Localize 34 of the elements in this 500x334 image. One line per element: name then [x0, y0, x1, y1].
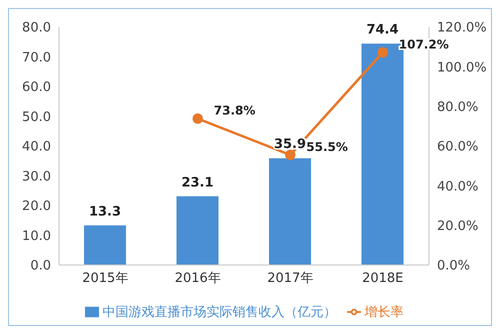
x-tick-label: 2016年 — [174, 271, 221, 286]
y2-tick-label: 100.0% — [437, 60, 487, 76]
data-label: 13.3 — [88, 204, 122, 220]
y2-tick-label: 60.0% — [437, 140, 478, 155]
y-tick-label: 0.0 — [30, 258, 51, 274]
data-label: 74.4 — [366, 22, 399, 38]
y2-tick-label: 0.0% — [437, 258, 470, 274]
y-tick-label: 60.0 — [22, 80, 51, 96]
y-tick-label: 30.0 — [22, 169, 51, 184]
y-tick-label: 40.0 — [22, 140, 51, 155]
y2-tick-label: 120.0% — [437, 20, 487, 36]
y-tick-label: 80.0 — [22, 20, 51, 36]
y2-tick-label: 20.0% — [437, 218, 478, 234]
y2-tick-label: 80.0% — [437, 100, 478, 115]
bar — [176, 196, 218, 265]
legend-label: 增长率 — [364, 305, 404, 320]
point — [192, 113, 203, 124]
bar — [84, 225, 126, 265]
legend-label: 中国游戏直播市场实际销售收入（亿元） — [102, 305, 336, 320]
point — [378, 47, 388, 58]
data-label: 23.1 — [181, 175, 214, 190]
data-label: 55.5% — [306, 140, 348, 154]
y2-tick-label: 40.0% — [437, 179, 478, 194]
point — [285, 150, 296, 160]
y-tick-label: 50.0 — [22, 110, 51, 125]
y-tick-label: 20.0 — [22, 199, 51, 214]
data-label: 73.8% — [214, 104, 256, 118]
y-tick-label: 10.0 — [22, 228, 51, 244]
y-tick-label: 70.0 — [22, 50, 51, 66]
x-tick-label: 2017年 — [267, 271, 314, 286]
bar — [269, 158, 311, 265]
data-label: 107.2% — [398, 37, 449, 52]
x-tick-label: 2015年 — [82, 271, 128, 286]
x-tick-label: 2018E — [362, 271, 404, 286]
